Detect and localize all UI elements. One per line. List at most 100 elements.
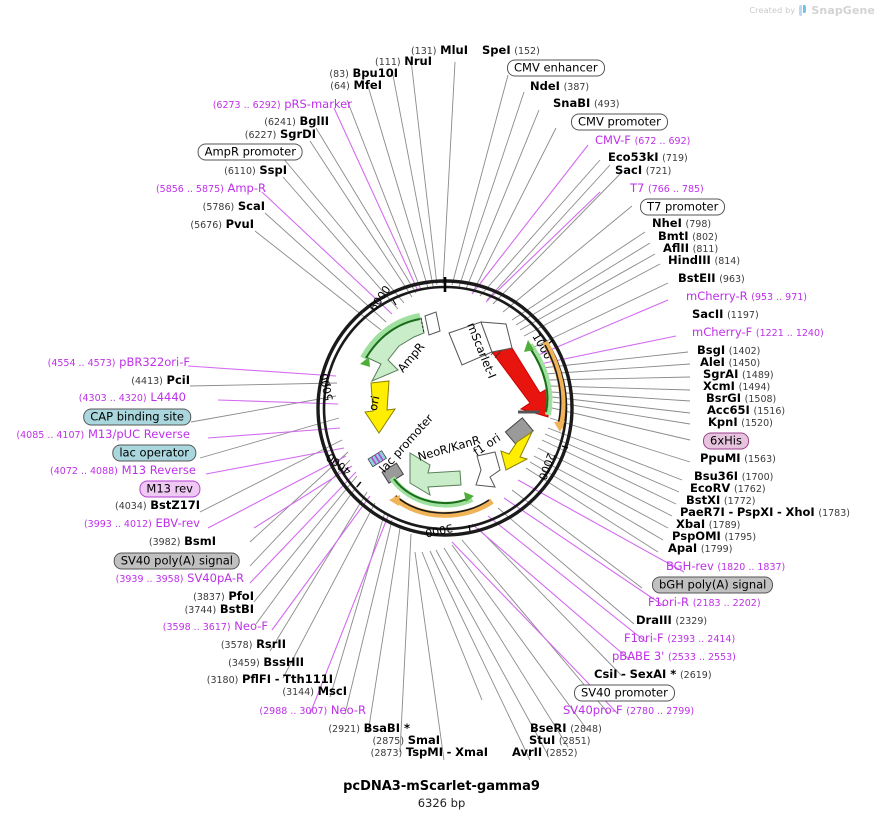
label-bgh-polya-signal: bGH poly(A) signal <box>652 576 774 594</box>
snapgene-wordmark: SnapGene <box>811 4 875 17</box>
label-draiii: DraIII (2329) <box>636 613 708 627</box>
label-sgrdi: (6227) SgrDI <box>244 127 316 141</box>
label-pbr322ori-f: (4554 .. 4573) pBR322ori-F <box>47 355 190 369</box>
label-m13-puc-reverse: (4085 .. 4107) M13/pUC Reverse <box>16 427 190 441</box>
ruler-label-6000: 6000 <box>367 283 394 313</box>
label-apai: ApaI (1799) <box>668 541 733 555</box>
feature-f1-ori <box>475 417 534 488</box>
label-hindiii: HindIII (814) <box>668 253 741 267</box>
label-sv40pa-r: (3939 .. 3958) SV40pA-R <box>115 571 244 585</box>
label-l4440: (4303 .. 4320) L4440 <box>78 390 186 404</box>
transcript-arrows-right <box>524 340 566 432</box>
label-mfei: (64) MfeI <box>330 78 382 92</box>
feature-label-ori: ori <box>366 394 383 412</box>
label-pfoi: (3837) PfoI <box>193 589 254 603</box>
page-title: pcDNA3-mScarlet-gamma9 <box>343 779 540 794</box>
label-eco53ki: Eco53kI (719) <box>608 150 688 164</box>
ruler-label-5000: 5000 <box>317 372 336 402</box>
label-msci: (3144) MscI <box>282 684 347 698</box>
label-pbabe-3prime: pBABE 3' (2533 .. 2553) <box>612 649 736 663</box>
leader-lines-enzymes <box>189 59 691 761</box>
feature-neor-kanr <box>409 452 462 497</box>
leader-lines-primers <box>187 107 685 715</box>
label-bsgi: BsgI (1402) <box>697 343 761 357</box>
label-csii-sexai: CsiI - SexAI * (2619) <box>594 667 712 681</box>
label-sacii: SacII (1197) <box>692 307 759 321</box>
label-avrii: AvrII (2852) <box>512 745 578 759</box>
label-nrui: (111) NruI <box>375 54 432 68</box>
label-acc65i: Acc65I (1516) <box>707 403 786 417</box>
label-bsrgi: BsrGI (1508) <box>706 391 777 405</box>
label-pflfi-tth111i: (3180) PflFI - Tth111I <box>206 672 333 686</box>
label-6xhis: 6xHis <box>703 432 749 450</box>
label-tspmi-xmai: (2873) TspMI - XmaI <box>370 745 488 759</box>
snapgene-branding: Created by SnapGene <box>749 4 875 17</box>
label-sspi: (6110) SspI <box>224 163 287 177</box>
label-bglii: (6241) BglII <box>264 114 329 128</box>
label-cmv-enhancer: CMV enhancer <box>507 59 605 77</box>
feature-lac-promoter <box>367 450 405 484</box>
ruler-ticks <box>325 299 569 532</box>
label-aflii: AflII (811) <box>663 241 719 255</box>
label-bsmi: (3982) BsmI <box>148 534 216 548</box>
label-bsabi: (2921) BsaBI * <box>328 721 410 735</box>
label-neo-r: (2988 .. 3007) Neo-R <box>259 703 366 717</box>
label-neo-f: (3598 .. 3617) Neo-F <box>162 619 268 633</box>
label-paer7i-pspxi-xhoi: PaeR7I - PspXI - XhoI (1783) <box>680 505 850 519</box>
label-sv40-promoter: SV40 promoter <box>574 684 675 702</box>
label-kpni: KpnI (1520) <box>708 415 773 429</box>
label-xcmi: XcmI (1494) <box>703 379 771 393</box>
label-prs-marker: (6273 .. 6292) pRS-marker <box>212 97 352 111</box>
label-ecorv: EcoRV (1762) <box>690 481 766 495</box>
label-bsu36i: Bsu36I (1700) <box>694 469 774 483</box>
label-bstxi: BstXI (1772) <box>686 493 756 507</box>
label-rsrii: (3578) RsrII <box>220 637 286 651</box>
label-smai: (2875) SmaI <box>372 733 440 747</box>
label-sv40-polya-signal: SV40 poly(A) signal <box>113 552 240 570</box>
label-bstz17i: (4034) BstZ17I <box>115 498 200 512</box>
label-mcherry-f: mCherry-F (1221 .. 1240) <box>692 325 824 339</box>
plasmid-size: 6326 bp <box>417 796 466 810</box>
label-saci: SacI (721) <box>615 163 672 177</box>
snapgene-logo-icon <box>799 5 807 16</box>
map-title-block: pcDNA3-mScarlet-gamma9 6326 bp <box>0 779 883 810</box>
label-stui: StuI (2851) <box>529 733 591 747</box>
label-bsshii: (3459) BssHII <box>228 655 304 669</box>
label-spei: SpeI (152) <box>482 43 540 57</box>
feature-ori <box>364 380 397 434</box>
feature-mscarlet-i <box>448 321 551 418</box>
transcript-arrows-bottom <box>389 476 494 518</box>
ruler-label-2000: 2000 <box>536 451 558 482</box>
label-snabi: SnaBI (493) <box>553 96 620 110</box>
label-nhei: NheI (798) <box>652 216 712 230</box>
label-cap-binding-site: CAP binding site <box>83 408 191 426</box>
transcript-arrow-ampr <box>360 313 421 367</box>
label-bseri: BseRI (2848) <box>530 721 602 735</box>
label-cmv-promoter: CMV promoter <box>571 113 668 131</box>
label-t7-primer: T7 (766 .. 785) <box>630 181 704 195</box>
label-m13-rev: M13 rev <box>139 480 200 498</box>
label-amp-r: (5856 .. 5875) Amp-R <box>155 181 266 195</box>
ruler-label-3000: 3000 <box>424 521 454 540</box>
label-t7-promoter: T7 promoter <box>640 198 726 216</box>
label-scai: (5786) ScaI <box>202 199 265 213</box>
label-f1ori-r: F1ori-R (2183 .. 2202) <box>648 595 761 609</box>
label-mcherry-r: mCherry-R (953 .. 971) <box>686 289 808 303</box>
label-bgh-rev: BGH-rev (1820 .. 1837) <box>666 559 786 573</box>
label-alei: AleI (1450) <box>700 355 761 369</box>
label-mlui: (131) MluI <box>410 43 468 57</box>
label-lac-operator: lac operator <box>112 444 196 462</box>
label-sgrai: SgrAI (1489) <box>703 367 774 381</box>
label-ampr-promoter: AmpR promoter <box>197 143 303 161</box>
label-pcii: (4413) PciI <box>131 373 190 387</box>
label-bstei: BstEII (963) <box>678 271 745 285</box>
label-pvui: (5676) PvuI <box>190 217 254 231</box>
label-bmti: BmtI (802) <box>658 229 718 243</box>
created-by-label: Created by <box>749 6 796 15</box>
label-m13-reverse: (4072 .. 4088) M13 Reverse <box>50 463 196 477</box>
label-ebv-rev: (3993 .. 4012) EBV-rev <box>83 516 200 530</box>
label-cmv-f: CMV-F (672 .. 692) <box>595 133 691 147</box>
label-bpu10i: (83) Bpu10I <box>329 66 398 80</box>
label-ndei: NdeI (387) <box>530 79 590 93</box>
